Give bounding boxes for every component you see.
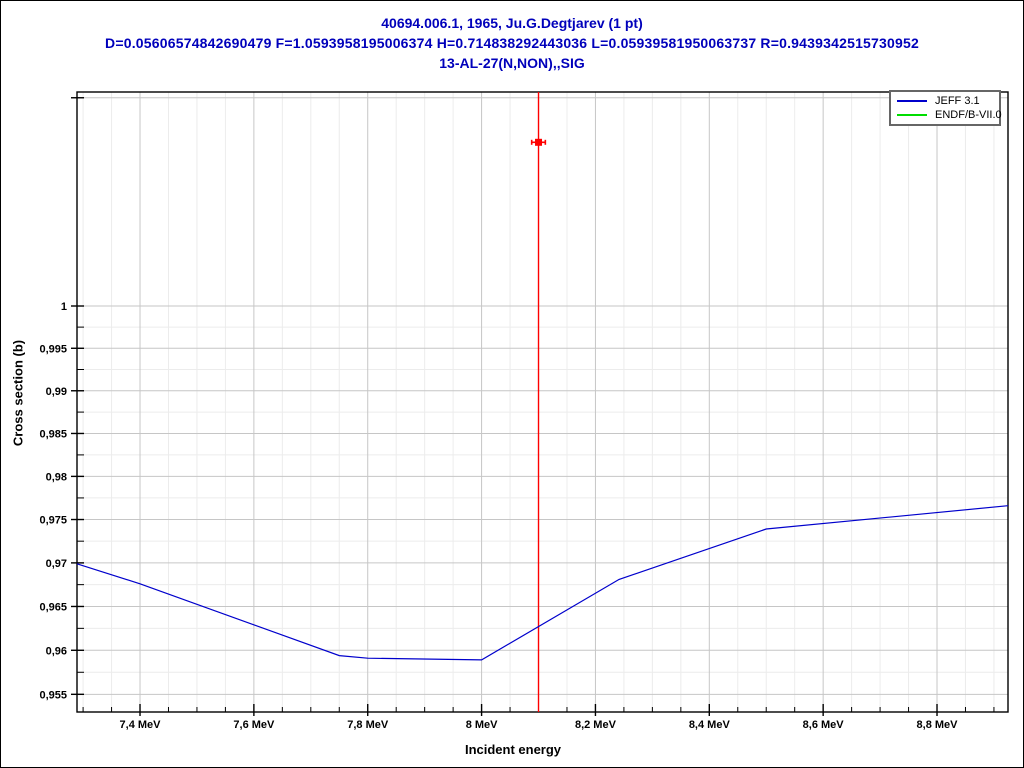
- series-curve-jeff-3-1: [76, 505, 1009, 661]
- y-tick-label: 0,955: [39, 689, 67, 701]
- x-tick-label: 7,6 MeV: [233, 719, 275, 731]
- legend: JEFF 3.1 ENDF/B-VII.0: [889, 90, 1002, 126]
- x-tick-label: 8 MeV: [466, 719, 498, 731]
- legend-line-sample-endfb7: [897, 114, 927, 116]
- y-axis-title: Cross section (b): [10, 339, 26, 447]
- x-tick-label: 7,8 MeV: [347, 719, 389, 731]
- x-tick-label: 7,4 MeV: [120, 719, 162, 731]
- plot-title-line1: 40694.006.1, 1965, Ju.G.Degtjarev (1 pt): [381, 15, 643, 31]
- y-tick-label: 0,965: [39, 601, 67, 613]
- legend-label-jeff31: JEFF 3.1: [935, 95, 980, 107]
- legend-line-sample-jeff31: [897, 100, 927, 102]
- y-tick-label: 0,98: [46, 471, 67, 483]
- plot-title-line3: 13-AL-27(N,NON),,SIG: [439, 55, 585, 71]
- legend-item-jeff31: JEFF 3.1: [891, 94, 999, 108]
- y-tick-label: 0,99: [46, 386, 67, 398]
- x-tick-label: 8,8 MeV: [917, 719, 959, 731]
- y-tick-label: 0,96: [46, 645, 67, 657]
- y-tick-label: 0,975: [39, 515, 67, 527]
- x-axis-title: Incident energy: [464, 742, 562, 757]
- y-tick-label: 0,995: [39, 343, 67, 355]
- y-tick-label: 0,985: [39, 428, 67, 440]
- x-tick-label: 8,2 MeV: [575, 719, 617, 731]
- legend-label-endfb7: ENDF/B-VII.0: [935, 109, 1002, 121]
- plot-title-line2: D=0.05606574842690479 F=1.05939581950063…: [105, 35, 919, 51]
- exp-data-point-marker: [535, 138, 543, 146]
- plot-border: [76, 91, 1009, 713]
- x-tick-label: 8,4 MeV: [689, 719, 731, 731]
- y-tick-label: 1: [61, 301, 67, 313]
- legend-item-endfb7: ENDF/B-VII.0: [891, 108, 1002, 122]
- y-tick-label: 0,97: [46, 558, 67, 570]
- x-tick-label: 8,6 MeV: [803, 719, 845, 731]
